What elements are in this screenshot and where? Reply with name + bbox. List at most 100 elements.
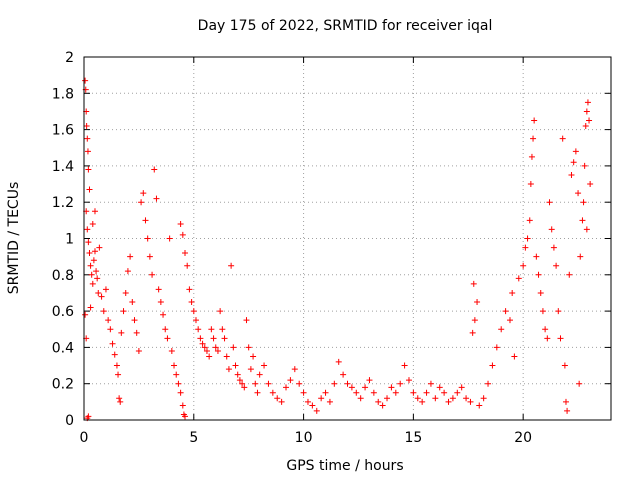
data-point — [476, 402, 483, 409]
data-point — [87, 304, 94, 311]
data-point — [471, 317, 478, 324]
plot-frame — [83, 56, 612, 421]
data-point — [587, 181, 594, 188]
y-tick-label: 1.6 — [52, 123, 74, 139]
data-point — [493, 344, 500, 351]
data-point — [98, 293, 105, 300]
data-point — [388, 384, 395, 391]
data-point — [190, 308, 197, 315]
data-point — [548, 226, 555, 233]
data-point — [219, 326, 226, 333]
data-point — [344, 380, 351, 387]
data-point — [539, 308, 546, 315]
data-point — [149, 271, 156, 278]
data-point — [544, 335, 551, 342]
data-point — [206, 353, 213, 360]
data-point — [265, 380, 272, 387]
data-point — [243, 317, 250, 324]
data-point — [94, 275, 101, 282]
data-point — [142, 217, 149, 224]
data-point — [511, 353, 518, 360]
data-point — [250, 353, 257, 360]
axis-ticks: 00.20.40.60.811.21.41.61.820 5 10 15 20 — [52, 50, 611, 446]
y-tick-label: 0.4 — [52, 340, 74, 356]
data-point — [140, 190, 147, 197]
x-tick-label: 20 — [514, 430, 532, 446]
data-point — [195, 326, 202, 333]
data-point — [274, 395, 281, 402]
data-point — [526, 217, 533, 224]
data-point — [100, 308, 107, 315]
data-point — [186, 286, 193, 293]
data-point — [173, 371, 180, 378]
data-point — [201, 344, 208, 351]
data-point — [340, 371, 347, 378]
data-point — [575, 190, 582, 197]
data-point — [171, 362, 178, 369]
data-point — [584, 99, 591, 106]
data-point — [379, 402, 386, 409]
data-point — [405, 377, 412, 384]
data-point — [102, 286, 109, 293]
data-point — [583, 108, 590, 115]
data-point — [230, 344, 237, 351]
data-point — [131, 317, 138, 324]
data-point — [353, 389, 360, 396]
data-point — [91, 208, 98, 215]
data-point — [485, 380, 492, 387]
data-point — [427, 380, 434, 387]
data-point — [225, 366, 232, 373]
data-point — [95, 289, 102, 296]
data-point — [89, 220, 96, 227]
data-point — [85, 413, 92, 420]
data-point — [217, 308, 224, 315]
data-point — [553, 262, 560, 269]
data-point — [586, 117, 593, 124]
data-point — [309, 402, 316, 409]
data-point — [564, 407, 571, 414]
data-point — [197, 335, 204, 342]
data-point — [458, 384, 465, 391]
data-point — [580, 199, 587, 206]
data-point — [528, 153, 535, 160]
data-point — [87, 262, 94, 269]
y-tick-label: 1.4 — [52, 159, 74, 175]
data-point — [88, 271, 95, 278]
data-point — [223, 353, 230, 360]
data-point — [375, 398, 382, 405]
data-point — [454, 389, 461, 396]
x-tick-label: 5 — [189, 430, 198, 446]
data-point — [122, 289, 129, 296]
x-tick-label: 15 — [404, 430, 422, 446]
data-point — [300, 389, 307, 396]
data-point — [474, 299, 481, 306]
data-point — [236, 377, 243, 384]
data-point — [113, 362, 120, 369]
data-point — [489, 362, 496, 369]
data-point — [96, 244, 103, 251]
data-point — [129, 299, 136, 306]
data-points — [82, 77, 594, 422]
data-point — [278, 398, 285, 405]
data-point — [239, 380, 246, 387]
data-point — [370, 389, 377, 396]
data-point — [326, 398, 333, 405]
data-point — [91, 248, 98, 255]
data-point — [362, 384, 369, 391]
data-point — [470, 280, 477, 287]
data-point — [221, 335, 228, 342]
data-point — [572, 148, 579, 155]
data-point — [463, 395, 470, 402]
data-point — [82, 77, 89, 84]
data-point — [546, 199, 553, 206]
data-point — [234, 371, 241, 378]
x-axis-label: GPS time / hours — [286, 458, 403, 474]
data-point — [105, 317, 112, 324]
data-point — [313, 407, 320, 414]
data-point — [162, 326, 169, 333]
data-point — [111, 351, 118, 358]
data-point — [184, 262, 191, 269]
data-point — [116, 395, 123, 402]
data-point — [537, 289, 544, 296]
